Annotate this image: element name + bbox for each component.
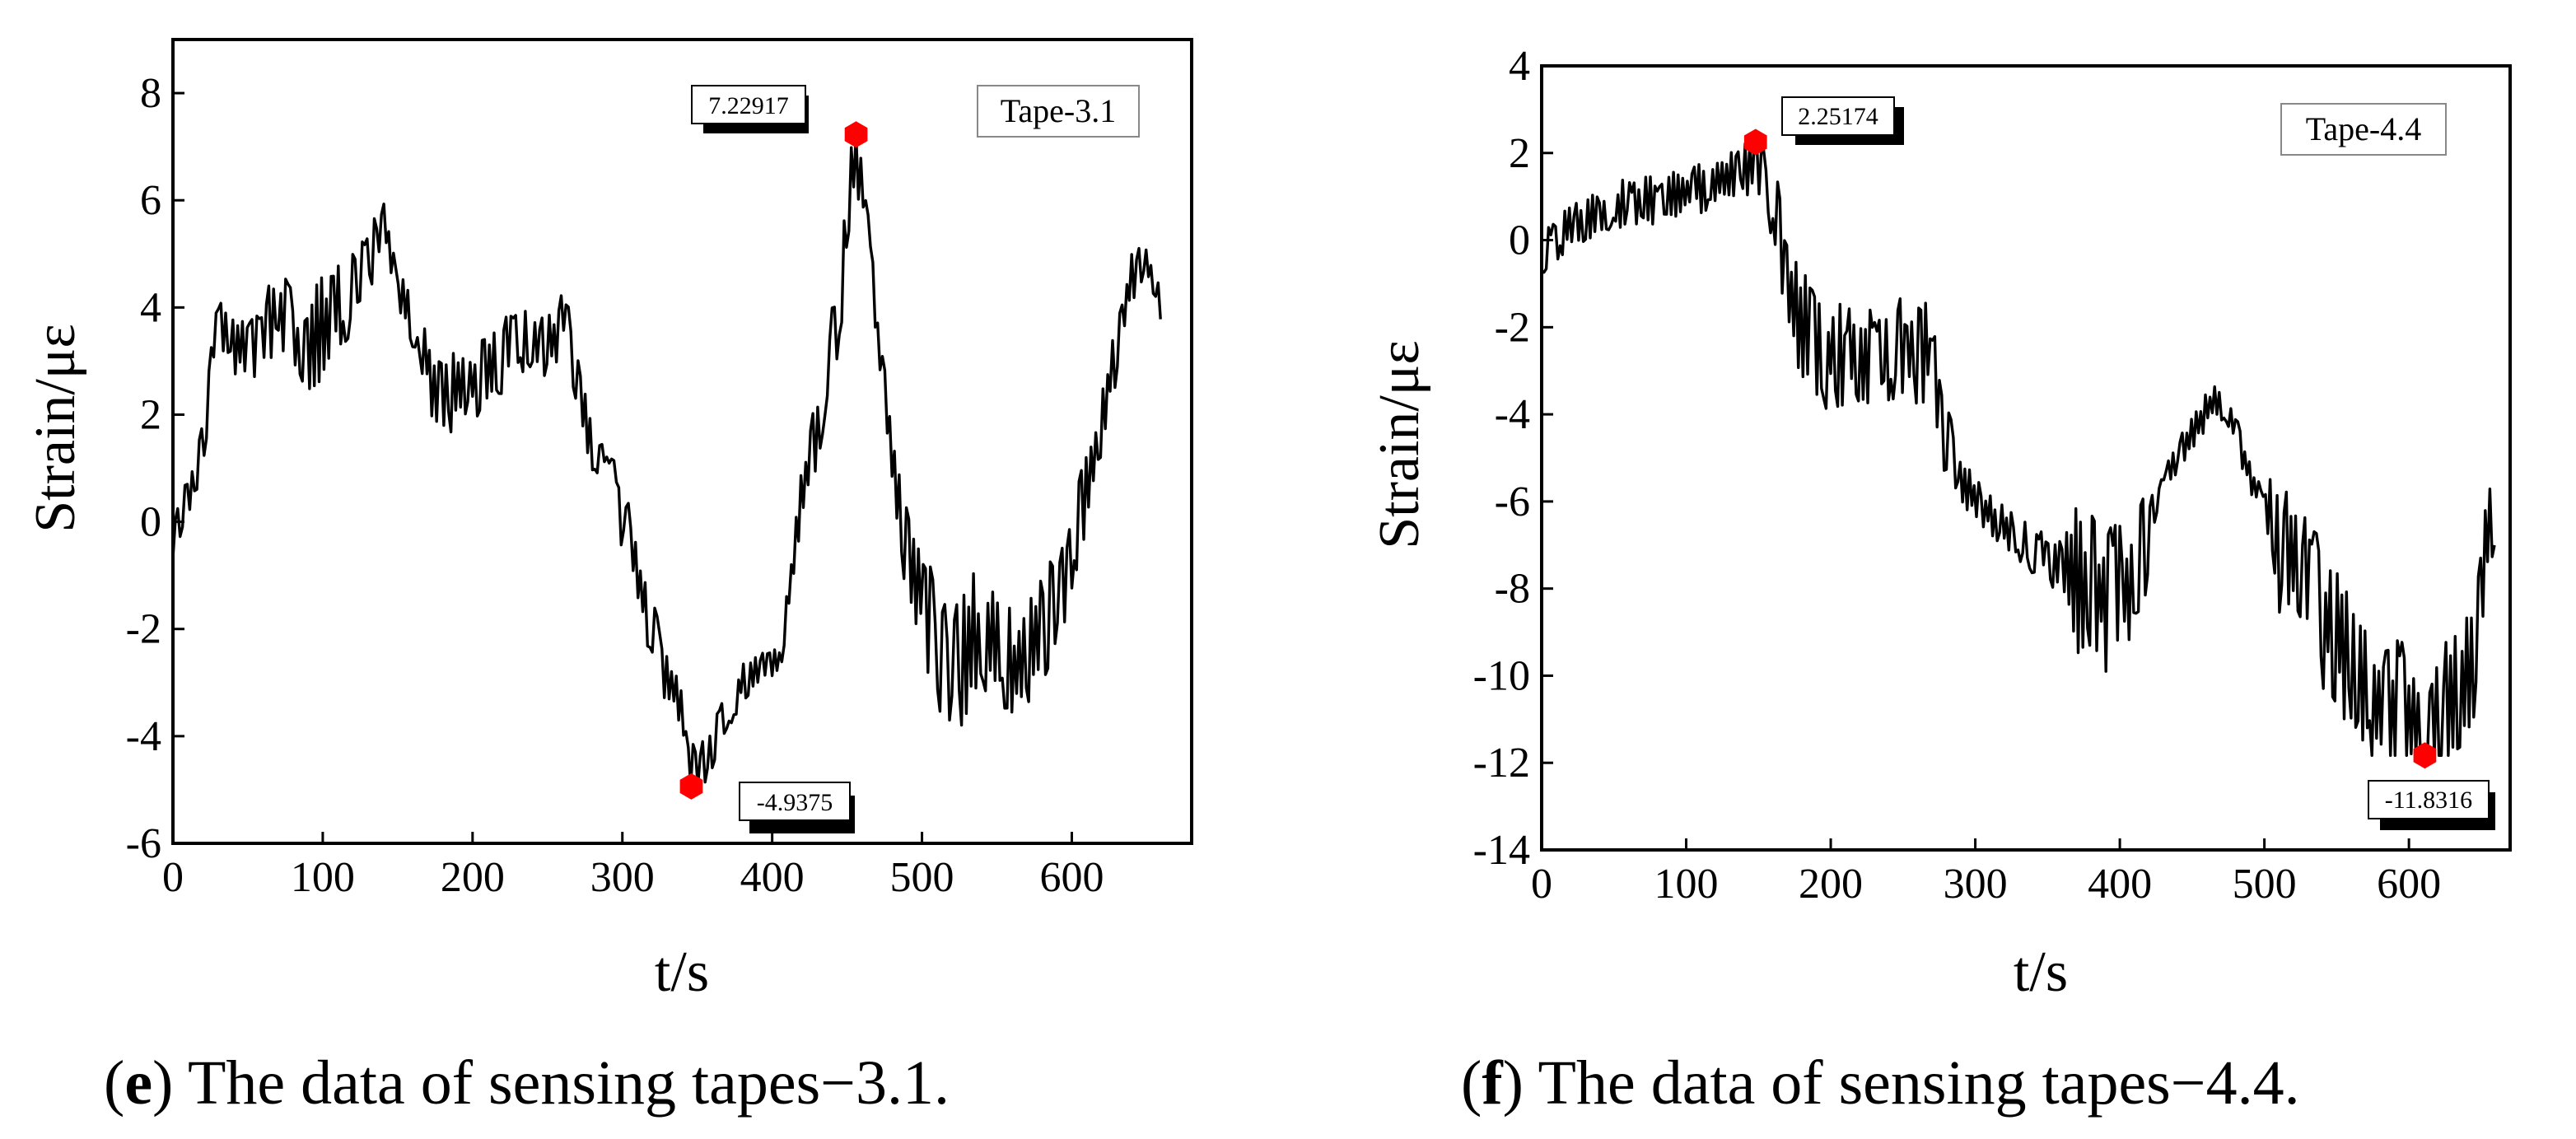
x-tick-label: 100 <box>1654 861 1719 908</box>
min-annotation-label: -11.8316 <box>2385 787 2472 814</box>
x-tick-label: 300 <box>1944 861 2008 908</box>
caption-letter: f <box>1482 1048 1504 1118</box>
x-axis-label: t/s <box>2014 941 2068 1004</box>
caption-letter: e <box>124 1048 152 1118</box>
y-tick-label: 2 <box>1509 130 1530 177</box>
caption-text: ) The data of sensing tapes−3.1. <box>152 1048 950 1118</box>
min-annotation: -11.8316 <box>2368 780 2495 830</box>
y-tick-label: 4 <box>1509 43 1530 90</box>
series-tape-3-1 <box>171 133 1162 788</box>
x-tick-label: 200 <box>441 854 505 901</box>
y-tick-label: 0 <box>140 499 161 546</box>
x-tick-label: 600 <box>1039 854 1104 901</box>
x-tick-label: 100 <box>291 854 355 901</box>
y-tick-label: -10 <box>1473 652 1530 699</box>
y-tick-label: -4 <box>1495 391 1530 438</box>
y-tick-label: -4 <box>126 713 161 760</box>
x-tick-label: 0 <box>162 854 184 901</box>
max-annotation-label: 2.25174 <box>1798 103 1878 130</box>
x-tick-label: 500 <box>2233 861 2297 908</box>
max-annotation: 7.22917 <box>691 85 809 133</box>
max-marker <box>1743 128 1767 156</box>
x-axis-label: t/s <box>655 941 709 1004</box>
y-axis-label: Strain/με <box>1368 340 1431 549</box>
chart-panel-f: 0 100 200 300 400 500 600 -14 -12 -10 -8 -6 -4 -2 0 2 4… <box>1368 43 2512 1118</box>
max-marker <box>844 121 868 148</box>
x-tick-label: 0 <box>1531 861 1552 908</box>
x-tick-label: 500 <box>890 854 954 901</box>
y-tick-label: 4 <box>140 284 161 331</box>
x-axis: 0 100 200 300 400 500 600 <box>162 832 1104 901</box>
x-tick-label: 200 <box>1799 861 1863 908</box>
y-tick-label: -2 <box>1495 304 1530 351</box>
series-tape-4-4 <box>1541 140 2496 757</box>
y-tick-label: -2 <box>126 606 161 653</box>
x-tick-label: 600 <box>2377 861 2441 908</box>
max-annotation: 2.25174 <box>1781 96 1904 145</box>
x-tick-label: 400 <box>2088 861 2152 908</box>
y-tick-label: -14 <box>1473 827 1530 874</box>
legend-label: Tape-3.1 <box>1001 92 1116 129</box>
min-marker <box>2413 742 2437 769</box>
min-annotation: -4.9375 <box>739 782 855 833</box>
series-line <box>171 133 1162 788</box>
min-annotation-label: -4.9375 <box>757 789 833 816</box>
y-tick-label: -6 <box>126 820 161 867</box>
x-tick-label: 400 <box>740 854 805 901</box>
x-axis: 0 100 200 300 400 500 600 <box>1531 838 2441 908</box>
y-tick-label: -6 <box>1495 478 1530 525</box>
y-tick-label: 2 <box>140 391 161 438</box>
caption: (f) The data of sensing tapes−4.4. <box>1461 1048 2300 1118</box>
y-axis: -6 -4 -2 0 2 4 6 8 <box>126 70 184 867</box>
legend: Tape-3.1 <box>977 85 1140 138</box>
y-axis-label: Strain/με <box>24 324 87 533</box>
y-tick-label: -8 <box>1495 566 1530 613</box>
legend: Tape-4.4 <box>2280 103 2447 156</box>
series-line <box>1541 140 2496 757</box>
legend-label: Tape-4.4 <box>2306 110 2421 147</box>
caption: (e) The data of sensing tapes−3.1. <box>104 1048 950 1118</box>
y-tick-label: 0 <box>1509 217 1530 264</box>
y-axis: -14 -12 -10 -8 -6 -4 -2 0 2 4 <box>1473 43 1553 874</box>
y-tick-label: -12 <box>1473 740 1530 787</box>
max-annotation-label: 7.22917 <box>708 92 789 119</box>
plot-frame <box>171 38 1193 845</box>
plot-frame <box>1540 64 2512 852</box>
caption-text: ) The data of sensing tapes−4.4. <box>1503 1048 2300 1118</box>
x-tick-label: 300 <box>590 854 655 901</box>
min-marker <box>679 773 703 800</box>
y-tick-label: 6 <box>140 177 161 224</box>
y-tick-label: 8 <box>140 70 161 117</box>
